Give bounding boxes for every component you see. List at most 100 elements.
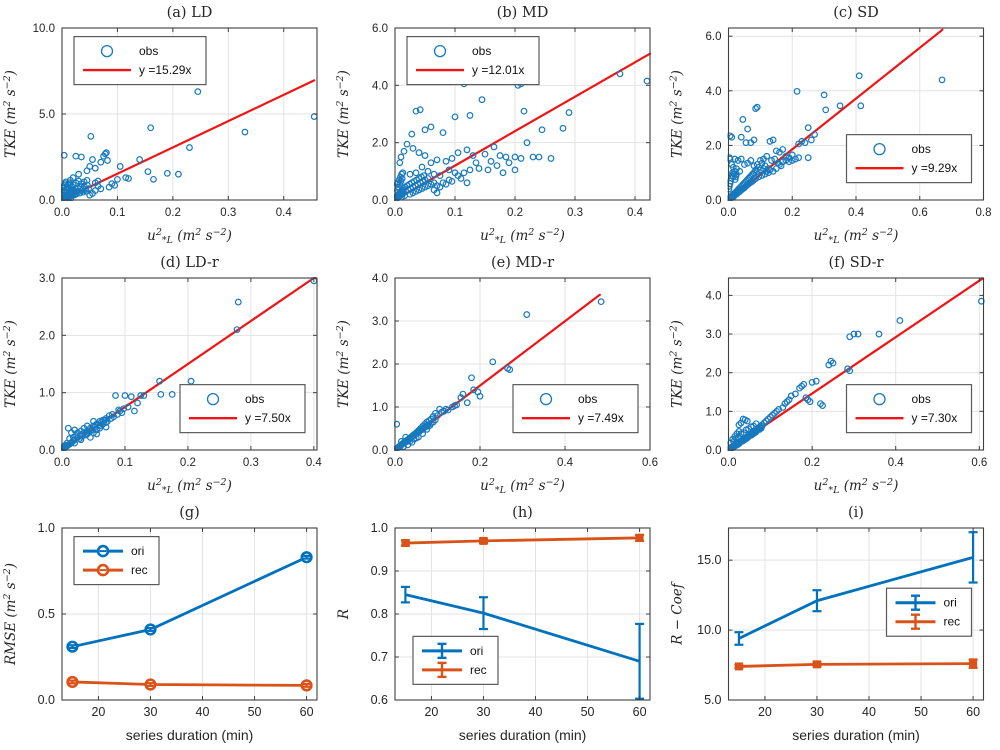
svg-text:u2*L (m2 s−2): u2*L (m2 s−2) [814, 227, 899, 246]
svg-text:u2*L (m2 s−2): u2*L (m2 s−2) [147, 477, 232, 496]
svg-text:30: 30 [810, 705, 824, 719]
svg-text:ori: ori [131, 544, 144, 558]
svg-text:0.4: 0.4 [888, 457, 905, 469]
svg-text:50: 50 [914, 705, 928, 719]
svg-text:0.0: 0.0 [387, 457, 403, 469]
svg-text:series duration (min): series duration (min) [459, 727, 587, 743]
svg-text:(e) MD-r: (e) MD-r [491, 255, 554, 271]
panel-d-ld-r: 0.0 0.1 0.2 0.3 0.4 0.0 1.0 2.0 3.0 (d) LD-r u2*L … [0, 250, 333, 500]
svg-text:5.0: 5.0 [704, 693, 721, 707]
svg-text:u2*L (m2 s−2): u2*L (m2 s−2) [814, 477, 899, 496]
svg-text:0.6: 0.6 [371, 693, 388, 707]
svg-text:0.1: 0.1 [109, 207, 125, 219]
panel-g-rmse: 20 30 40 50 60 0.0 0.5 1.0 (g) series duration (m… [0, 500, 333, 750]
svg-text:0.1: 0.1 [447, 207, 463, 219]
legend-d: obs y =7.50x [179, 384, 306, 434]
svg-text:3.0: 3.0 [706, 329, 722, 341]
svg-text:0.0: 0.0 [706, 195, 722, 207]
svg-text:obs: obs [912, 392, 931, 406]
svg-text:2.0: 2.0 [706, 140, 722, 152]
svg-text:4.0: 4.0 [372, 80, 388, 92]
svg-text:0.2: 0.2 [472, 457, 488, 469]
legend-i: ori rec [885, 587, 973, 637]
svg-text:0.0: 0.0 [39, 195, 55, 207]
svg-text:y =7.30x: y =7.30x [912, 411, 958, 425]
svg-text:0.8: 0.8 [976, 207, 992, 219]
panel-d-chart: 0.0 0.1 0.2 0.3 0.4 0.0 1.0 2.0 3.0 (d) LD-r u2*L … [2, 255, 322, 496]
svg-text:0.0: 0.0 [372, 195, 388, 207]
svg-text:0.0: 0.0 [721, 207, 737, 219]
svg-text:0.7: 0.7 [371, 650, 388, 664]
svg-text:TKE (m2 s−2): TKE (m2 s−2) [335, 320, 352, 408]
svg-text:0.4: 0.4 [627, 207, 644, 219]
svg-text:1.0: 1.0 [371, 521, 388, 535]
svg-text:0.2: 0.2 [180, 457, 196, 469]
svg-text:50: 50 [581, 705, 595, 719]
svg-text:ori: ori [470, 644, 483, 658]
panel-e-chart: 0.0 0.2 0.4 0.6 0.0 1.0 2.0 3.0 4.0 (e) MD-r u2*L … [335, 255, 658, 496]
svg-text:60: 60 [633, 705, 647, 719]
panel-i-chart: 20 30 40 50 60 5.0 10.0 15.0 (i) series duration … [670, 505, 985, 743]
svg-text:obs: obs [245, 392, 264, 406]
svg-text:0.2: 0.2 [165, 207, 181, 219]
svg-text:y =12.01x: y =12.01x [472, 63, 524, 77]
svg-text:(g): (g) [179, 505, 200, 521]
svg-text:40: 40 [529, 705, 543, 719]
svg-text:2.0: 2.0 [372, 138, 388, 150]
svg-text:30: 30 [477, 705, 491, 719]
svg-text:0.4: 0.4 [848, 207, 865, 219]
svg-text:4.0: 4.0 [706, 86, 722, 98]
svg-text:(c) SD: (c) SD [833, 5, 879, 21]
panel-i-rcoef: 20 30 40 50 60 5.0 10.0 15.0 (i) series duration … [666, 500, 1000, 750]
svg-text:obs: obs [912, 142, 931, 156]
svg-text:series duration (min): series duration (min) [126, 727, 254, 743]
svg-text:0.6: 0.6 [642, 457, 658, 469]
svg-text:0.0: 0.0 [39, 445, 55, 457]
svg-text:0.6: 0.6 [971, 457, 987, 469]
svg-text:0.4: 0.4 [276, 207, 293, 219]
svg-text:0.8: 0.8 [371, 607, 388, 621]
svg-text:0.1: 0.1 [117, 457, 133, 469]
svg-text:y =7.50x: y =7.50x [245, 411, 291, 425]
svg-text:rec: rec [470, 663, 487, 677]
panel-h-r: 20 30 40 50 60 0.6 0.7 0.8 0.9 1.0 (h) series durat… [333, 500, 666, 750]
svg-text:TKE (m2 s−2): TKE (m2 s−2) [335, 70, 352, 158]
svg-text:60: 60 [300, 705, 314, 719]
svg-text:2.0: 2.0 [372, 359, 388, 371]
panel-c-chart: 0.0 0.2 0.4 0.6 0.8 0.0 2.0 4.0 6.0 (c) SD u2*L (m… [669, 5, 992, 246]
legend-e: obs y =7.49x [512, 384, 639, 434]
svg-text:0.5: 0.5 [38, 607, 55, 621]
svg-text:6.0: 6.0 [372, 23, 388, 35]
svg-text:10.0: 10.0 [33, 23, 55, 35]
svg-text:obs: obs [472, 44, 491, 58]
svg-text:0.0: 0.0 [706, 445, 722, 457]
svg-text:5.0: 5.0 [39, 109, 55, 121]
svg-text:TKE (m2 s−2): TKE (m2 s−2) [2, 70, 19, 158]
panel-g-chart: 20 30 40 50 60 0.0 0.5 1.0 (g) series duration (m… [2, 505, 318, 743]
svg-text:0.0: 0.0 [372, 445, 388, 457]
svg-text:60: 60 [966, 705, 980, 719]
svg-text:30: 30 [144, 705, 158, 719]
svg-text:0.6: 0.6 [912, 207, 928, 219]
svg-text:TKE (m2 s−2): TKE (m2 s−2) [2, 320, 19, 408]
svg-text:(i): (i) [848, 505, 864, 521]
panel-a-ld: 0.0 0.1 0.2 0.3 0.4 0.0 5.0 10.0 (a) LD u2*L (m2 … [0, 0, 333, 250]
svg-text:RMSE (m2 s−2): RMSE (m2 s−2) [2, 563, 19, 666]
svg-text:rec: rec [131, 563, 148, 577]
svg-text:0.3: 0.3 [567, 207, 583, 219]
svg-text:u2*L (m2 s−2): u2*L (m2 s−2) [480, 477, 565, 496]
svg-text:20: 20 [758, 705, 772, 719]
legend-c: obs y =9.29x [845, 134, 973, 184]
legend-a: obs y =15.29x [73, 35, 207, 86]
svg-text:6.0: 6.0 [706, 31, 722, 43]
svg-text:40: 40 [196, 705, 210, 719]
svg-text:0.9: 0.9 [371, 564, 388, 578]
panel-f-chart: 0.0 0.2 0.4 0.6 0.0 1.0 2.0 3.0 4.0 (f) SD-r u2*L … [669, 255, 988, 496]
svg-text:0.0: 0.0 [387, 207, 403, 219]
svg-text:1.0: 1.0 [372, 402, 388, 414]
svg-text:0.4: 0.4 [557, 457, 574, 469]
svg-text:0.0: 0.0 [38, 693, 55, 707]
svg-text:obs: obs [578, 392, 597, 406]
svg-text:20: 20 [91, 705, 105, 719]
